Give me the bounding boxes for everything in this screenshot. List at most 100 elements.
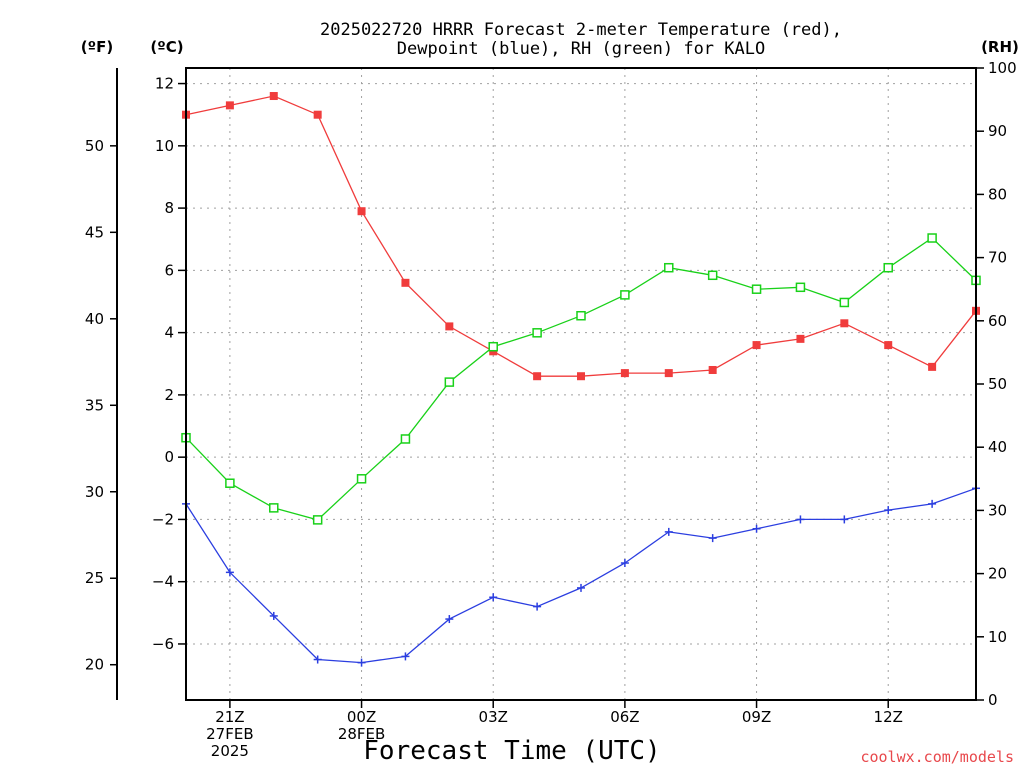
rh-point — [664, 262, 674, 273]
x-tick-label: 06Z — [610, 708, 639, 726]
temperature-point — [752, 341, 761, 350]
celsius-tick-label: 12 — [155, 75, 174, 93]
rh-tick-label: 20 — [988, 565, 1007, 583]
fahrenheit-tick-label: 40 — [85, 310, 104, 328]
dewpoint-point — [840, 515, 849, 524]
dewpoint-point — [313, 655, 322, 664]
rh-tick-label: 40 — [988, 438, 1007, 456]
rh-unit-label: (RH) — [981, 38, 1019, 56]
series-layer — [181, 92, 981, 667]
celsius-tick-label: 4 — [164, 324, 174, 342]
rh-point — [444, 377, 455, 387]
temperature-point — [401, 278, 410, 287]
dewpoint-point — [445, 615, 454, 624]
dewpoint-point — [577, 583, 585, 592]
rh-tick-label: 60 — [988, 312, 1007, 330]
rh-point — [400, 434, 411, 444]
chart-title-line-1: 2025022720 HRRR Forecast 2-meter Tempera… — [320, 20, 842, 40]
celsius-unit-label: (ºC) — [150, 38, 183, 56]
temperature-point — [225, 101, 234, 110]
rh-tick-label: 100 — [988, 59, 1017, 77]
temperature-point — [928, 362, 937, 371]
x-tick-label: 27FEB — [206, 725, 253, 743]
dewpoint-point — [401, 652, 410, 661]
dewpoint-point — [489, 593, 498, 602]
celsius-tick-label: 0 — [164, 448, 174, 466]
credit-text: coolwx.com/models — [860, 748, 1014, 766]
dewpoint-point — [357, 658, 366, 667]
fahrenheit-tick-label: 35 — [85, 396, 104, 414]
dewpoint-point — [664, 527, 673, 536]
dewpoint-point — [796, 515, 805, 524]
rh-point — [576, 310, 586, 321]
temperature-point — [620, 369, 629, 378]
celsius-tick-label: −2 — [152, 510, 174, 528]
axes: 121086420−2−4−65045403530252010090807060… — [85, 59, 1017, 760]
x-tick-label: 09Z — [742, 708, 771, 726]
temperature-point — [884, 341, 893, 350]
temperature-point — [313, 110, 322, 119]
rh-point — [269, 503, 279, 513]
dewpoint-point — [225, 568, 234, 577]
rh-point — [532, 328, 542, 338]
temperature-point — [840, 319, 849, 328]
x-tick-label: 2025 — [211, 742, 249, 760]
rh-tick-label: 10 — [988, 628, 1007, 646]
celsius-tick-label: 8 — [164, 199, 174, 217]
fahrenheit-tick-label: 25 — [85, 569, 104, 587]
dewpoint-point — [752, 524, 761, 533]
rh-point — [707, 270, 718, 281]
dewpoint-point — [884, 506, 893, 515]
rh-tick-label: 30 — [988, 501, 1007, 519]
temperature-series-line — [185, 95, 977, 377]
grid — [186, 68, 976, 700]
x-tick-label: 21Z — [215, 708, 244, 726]
rh-point — [312, 515, 323, 525]
rh-tick-label: 80 — [988, 185, 1007, 203]
fahrenheit-tick-label: 45 — [85, 223, 104, 241]
fahrenheit-tick-label: 20 — [85, 656, 104, 674]
fahrenheit-tick-label: 30 — [85, 483, 104, 501]
celsius-tick-label: −6 — [152, 635, 174, 653]
dewpoint-point — [928, 499, 937, 508]
x-tick-label: 28FEB — [338, 725, 385, 743]
x-tick-label: 12Z — [874, 708, 903, 726]
rh-tick-label: 0 — [988, 691, 998, 709]
rh-point — [795, 282, 806, 293]
x-axis-label: Forecast Time (UTC) — [363, 736, 660, 766]
rh-point — [620, 290, 630, 300]
chart-title-line-2: Dewpoint (blue), RH (green) for KALO — [397, 39, 765, 59]
dewpoint-point — [620, 559, 629, 568]
rh-point — [883, 262, 893, 273]
temperature-point — [445, 322, 454, 331]
x-tick-label: 00Z — [347, 708, 376, 726]
temperature-point — [577, 372, 585, 381]
rh-point — [488, 341, 498, 352]
rh-point — [225, 478, 235, 488]
temperature-point — [269, 92, 278, 101]
dewpoint-point — [269, 611, 278, 620]
x-tick-label: 03Z — [479, 708, 508, 726]
celsius-tick-label: 6 — [164, 261, 174, 279]
rh-point — [751, 284, 762, 294]
celsius-tick-label: 10 — [155, 137, 174, 155]
dewpoint-series-line — [185, 487, 977, 664]
temperature-point — [533, 372, 542, 381]
rh-tick-label: 50 — [988, 375, 1007, 393]
dewpoint-point — [708, 534, 717, 543]
celsius-tick-label: −4 — [152, 573, 174, 591]
rh-point — [839, 297, 850, 308]
rh-tick-label: 90 — [988, 122, 1007, 140]
temperature-point — [796, 334, 805, 343]
dewpoint-point — [533, 602, 542, 611]
fahrenheit-unit-label: (ºF) — [81, 38, 113, 56]
plot-frame — [185, 67, 977, 701]
fahrenheit-tick-label: 50 — [85, 137, 104, 155]
rh-tick-label: 70 — [988, 249, 1007, 267]
celsius-tick-label: 2 — [164, 386, 174, 404]
rh-point — [927, 233, 937, 243]
temperature-point — [664, 369, 673, 378]
temperature-point — [357, 207, 366, 216]
rh-point — [356, 474, 367, 484]
